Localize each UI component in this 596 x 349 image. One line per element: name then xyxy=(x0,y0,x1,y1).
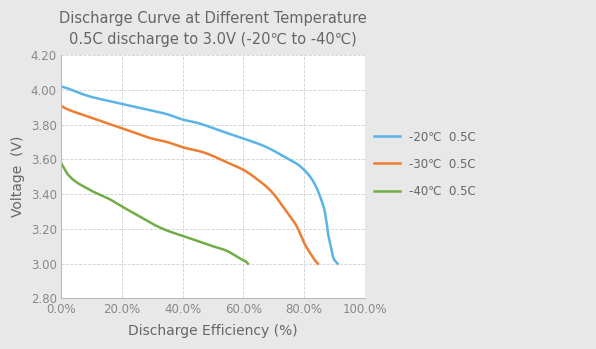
-20℃  0.5C xyxy=(167,113,174,117)
-40℃  0.5C xyxy=(131,212,138,216)
Y-axis label: Voltage  (V): Voltage (V) xyxy=(11,136,25,217)
-20℃  0.5C xyxy=(57,84,64,89)
Title: Discharge Curve at Different Temperature
0.5C discharge to 3.0V (-20℃ to -40℃): Discharge Curve at Different Temperature… xyxy=(59,11,367,47)
-40℃  0.5C xyxy=(118,204,125,208)
Legend: -20℃  0.5C, -30℃  0.5C, -40℃  0.5C: -20℃ 0.5C, -30℃ 0.5C, -40℃ 0.5C xyxy=(374,131,476,198)
-20℃  0.5C xyxy=(334,261,341,266)
-40℃  0.5C xyxy=(193,238,200,243)
-20℃  0.5C xyxy=(257,142,264,147)
-30℃  0.5C xyxy=(244,170,252,174)
Line: -20℃  0.5C: -20℃ 0.5C xyxy=(61,87,337,263)
-20℃  0.5C xyxy=(259,143,266,147)
-20℃  0.5C xyxy=(231,134,238,138)
-30℃  0.5C xyxy=(88,116,95,120)
Line: -30℃  0.5C: -30℃ 0.5C xyxy=(61,106,318,263)
-30℃  0.5C xyxy=(314,261,321,266)
-30℃  0.5C xyxy=(243,170,250,174)
Line: -40℃  0.5C: -40℃ 0.5C xyxy=(61,163,248,263)
-30℃  0.5C xyxy=(219,158,226,162)
X-axis label: Discharge Efficiency (%): Discharge Efficiency (%) xyxy=(128,324,298,338)
-20℃  0.5C xyxy=(147,109,154,113)
-40℃  0.5C xyxy=(80,184,87,188)
-40℃  0.5C xyxy=(175,232,182,237)
-40℃  0.5C xyxy=(193,239,200,243)
-30℃  0.5C xyxy=(141,134,148,138)
-40℃  0.5C xyxy=(57,161,64,165)
-30℃  0.5C xyxy=(57,104,64,108)
-20℃  0.5C xyxy=(91,96,98,100)
-30℃  0.5C xyxy=(159,139,166,143)
-40℃  0.5C xyxy=(244,261,252,266)
